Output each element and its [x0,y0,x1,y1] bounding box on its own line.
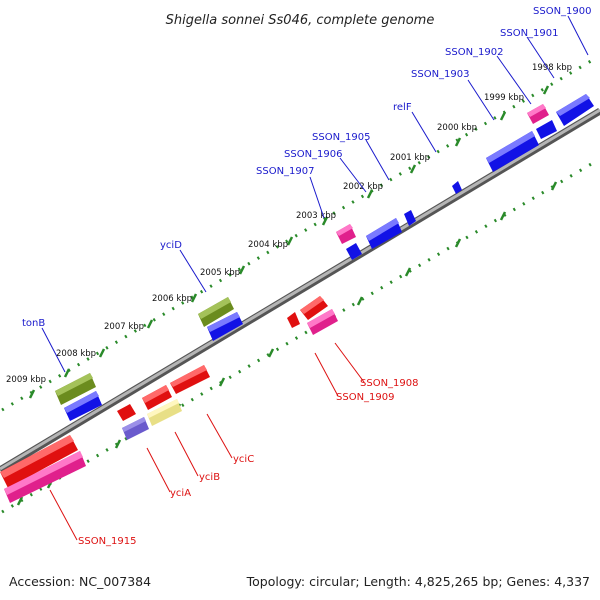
gene-block[interactable] [556,94,594,126]
kbp-label: 2002 kbp [343,182,383,192]
gene-block [486,131,535,163]
gene-block [198,297,231,319]
kbp-label: 2000 kbp [437,123,477,133]
kbp-label: 2007 kbp [104,322,144,332]
gene-label-sson-1907[interactable]: SSON_1907 [256,166,315,177]
gene-block [55,373,93,396]
reverse-genes [0,296,338,503]
gene-block [0,435,74,478]
gene-block [64,391,99,413]
gene-block[interactable] [452,181,462,194]
gene-label-relf[interactable]: relF [393,102,412,113]
gene-block [336,224,353,236]
gene-block [147,399,179,418]
kbp-label: 2008 kbp [56,349,96,359]
kbp-label: 2003 kbp [296,211,336,221]
gene-label-sson-1908[interactable]: SSON_1908 [360,378,419,389]
reverse-leaders [49,342,365,541]
gene-label-sson-1906[interactable]: SSON_1906 [284,149,343,160]
map-title: Shigella sonnei Ss046, complete genome [166,13,435,28]
gene-block [527,104,546,117]
gene-block [556,94,590,116]
gene-block[interactable] [404,210,416,226]
gene-block [142,385,169,403]
gene-label-ycib[interactable]: yciB [199,472,220,483]
gene-label-sson-1900[interactable]: SSON_1900 [533,6,592,17]
gene-block [300,296,324,314]
kbp-label: 1999 kbp [484,93,524,103]
gene-label-sson-1901[interactable]: SSON_1901 [500,28,559,39]
gene-block [207,312,240,332]
kbp-label: 2001 kbp [390,153,430,163]
gene-block[interactable] [536,120,557,139]
gene-block[interactable] [117,404,136,421]
gene-block[interactable] [346,243,362,260]
kbp-label: 1998 kbp [532,63,572,73]
gene-label-sson-1915[interactable]: SSON_1915 [78,536,137,547]
kbp-label: 2004 kbp [248,240,288,250]
gene-label-ycid[interactable]: yciD [160,240,182,251]
gene-block [122,417,146,432]
gene-block [170,365,207,387]
gene-block [4,451,83,495]
gene-label-sson-1902[interactable]: SSON_1902 [445,47,504,58]
gene-block [307,309,335,328]
accession-text: Accession: NC_007384 [9,574,151,589]
reverse-gene-labels: SSON_1908 SSON_1909 yciC yciB yciA SSON_… [78,378,419,547]
gene-label-sson-1905[interactable]: SSON_1905 [312,132,371,143]
kbp-label: 2006 kbp [152,294,192,304]
gene-label-ycia[interactable]: yciA [170,488,191,499]
gene-label-ycic[interactable]: yciC [233,454,254,465]
kbp-label: 2009 kbp [6,375,46,385]
gene-label-tonb[interactable]: tonB [22,318,45,329]
gene-block[interactable] [287,312,300,328]
kbp-scale: 1998 kbp 1999 kbp 2000 kbp 2001 kbp 2002… [6,63,572,385]
genome-summary: Topology: circular; Length: 4,825,265 bp… [246,574,590,589]
gene-label-sson-1903[interactable]: SSON_1903 [411,69,470,80]
gene-label-sson-1909[interactable]: SSON_1909 [336,392,395,403]
forward-genes [55,94,594,421]
gene-block [366,218,399,241]
forward-leaders [41,15,589,373]
forward-gene-labels: SSON_1900 SSON_1901 SSON_1902 SSON_1903 … [22,6,592,329]
kbp-label: 2005 kbp [200,268,240,278]
major-tick-marks [16,85,558,506]
